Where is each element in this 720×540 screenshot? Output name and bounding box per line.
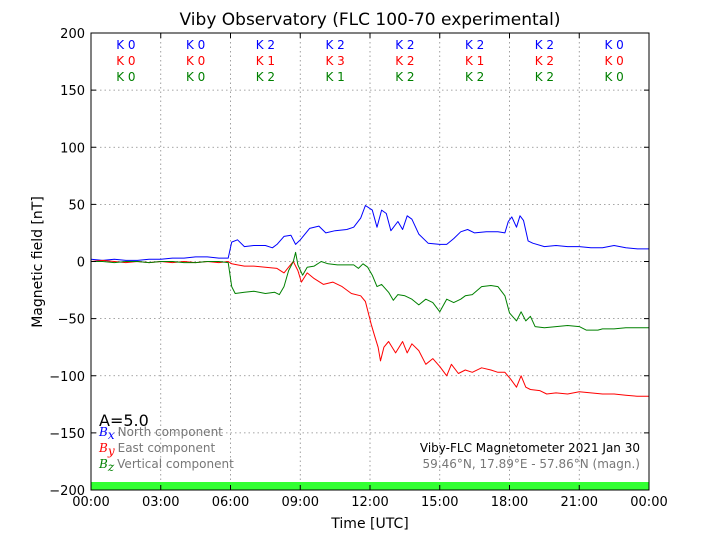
k-index-label: K 0 <box>116 38 135 52</box>
k-index-label: K 2 <box>395 70 414 84</box>
k-index-label: K 0 <box>604 54 623 68</box>
k-index-label: K 0 <box>186 70 205 84</box>
k-index-label: K 2 <box>325 38 344 52</box>
k-index-label: K 1 <box>256 54 275 68</box>
y-tick-label: −50 <box>58 313 85 328</box>
legend-subscript: z <box>107 460 115 474</box>
x-tick-label: 06:00 <box>212 495 249 510</box>
k-index-label: K 0 <box>186 38 205 52</box>
k-index-label: K 2 <box>535 38 554 52</box>
k-index-label: K 1 <box>325 70 344 84</box>
legend-symbol: B <box>98 425 108 439</box>
k-index-label: K 0 <box>116 70 135 84</box>
y-axis-label: Magnetic field [nT] <box>30 196 46 328</box>
a-index: A=5.0 <box>99 411 149 430</box>
chart-title: Viby Observatory (FLC 100-70 experimenta… <box>180 10 561 30</box>
x-tick-label: 09:00 <box>282 495 319 510</box>
legend-entry: Bx North component <box>98 425 223 442</box>
k-index-label: K 3 <box>325 54 344 68</box>
x-axis-label: Time [UTC] <box>330 516 408 532</box>
k-index-label: K 2 <box>535 70 554 84</box>
x-tick-label: 18:00 <box>491 495 528 510</box>
k-index-label: K 2 <box>465 38 484 52</box>
series-layer <box>90 205 649 397</box>
k-index-rows: K 0 K 0 K 2 K 2 K 2 K 2 K 2 K 0 K 0 K 0 K 1 K 3 K 2 K… <box>116 38 624 84</box>
legend-symbol: B <box>98 441 108 455</box>
y-tick-label: 100 <box>60 141 85 156</box>
y-tick-label: 200 <box>60 27 85 42</box>
legend-entry: By East component <box>98 441 215 458</box>
series-line-vertical <box>91 251 649 331</box>
k-index-label: K 0 <box>604 38 623 52</box>
y-tick-label: −150 <box>49 427 85 442</box>
k-index-label: K 0 <box>116 54 135 68</box>
legend-subscript: y <box>107 444 115 458</box>
k-index-label: K 2 <box>395 38 414 52</box>
legend-text: East component <box>118 441 216 455</box>
k-index-label: K 2 <box>465 70 484 84</box>
k-index-label: K 2 <box>256 70 275 84</box>
legend-text: Vertical component <box>117 457 234 471</box>
y-tick-label: 50 <box>68 198 85 213</box>
series-line-north <box>90 205 649 261</box>
x-tick-label: 00:00 <box>630 495 667 510</box>
k-index-label: K 0 <box>604 70 623 84</box>
k-index-label: K 1 <box>465 54 484 68</box>
y-tick-label: 0 <box>77 256 85 271</box>
x-tick-label: 21:00 <box>561 495 598 510</box>
y-tick-label: 150 <box>60 84 85 99</box>
legend-text: North component <box>118 425 224 439</box>
x-tick-label: 12:00 <box>351 495 388 510</box>
k-index-label: K 0 <box>186 54 205 68</box>
y-tick-label: −200 <box>49 484 85 499</box>
k-index-label: K 2 <box>256 38 275 52</box>
legend-entry: Bz Vertical component <box>98 457 234 474</box>
k-index-label: K 2 <box>535 54 554 68</box>
legend-symbol: B <box>98 457 108 471</box>
x-tick-label: 00:00 <box>72 495 109 510</box>
x-tick-label: 15:00 <box>421 495 458 510</box>
legend-subscript: x <box>108 428 115 442</box>
info-line-1: Viby-FLC Magnetometer 2021 Jan 30 <box>420 441 640 455</box>
y-tick-label: −100 <box>49 370 85 385</box>
x-tick-label: 03:00 <box>142 495 179 510</box>
info-line-2: 59.46°N, 17.89°E - 57.86°N (magn.) <box>423 457 640 471</box>
k-index-label: K 2 <box>395 54 414 68</box>
ticks-layer: 00:00 03:00 06:00 09:00 12:00 15:00 18:00 21:00… <box>49 27 667 510</box>
